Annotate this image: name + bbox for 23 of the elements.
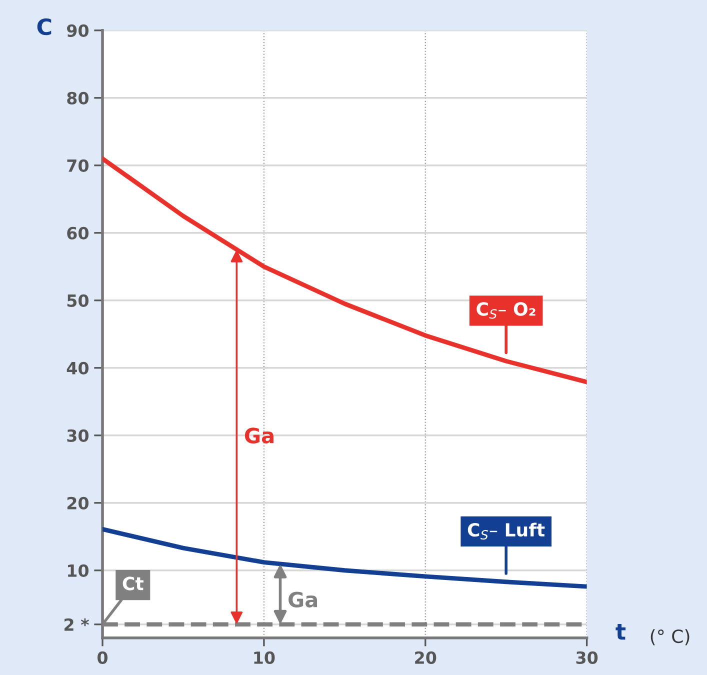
text: C$_{S}$– Luft [468, 522, 545, 540]
y-tick-label: 70 [67, 159, 89, 172]
y-tick-label: 80 [67, 92, 89, 104]
annotation: Ga [244, 428, 274, 444]
x-tick-label: 10 [254, 651, 275, 664]
y-tick-label: 40 [66, 362, 89, 374]
y-tick-label: 20 [67, 496, 89, 510]
y-tick-label: 60 [67, 226, 89, 240]
y-tick-label: 2 * [64, 618, 89, 631]
y-tick-label: 30 [67, 429, 89, 442]
text: (° C) [650, 629, 690, 646]
x-axis-title: t [616, 624, 626, 640]
y-axis-title: C [37, 18, 52, 36]
x-tick-label: 30 [576, 651, 598, 664]
y-tick-label: 90 [66, 24, 89, 37]
y-tick-label: 50 [67, 294, 89, 307]
x-tick-label: 20 [415, 651, 436, 664]
line-series [102, 156, 587, 384]
series-label: C$_{S}$– O₂ [476, 302, 536, 319]
x-tick-label: 0 [98, 651, 108, 664]
ref-line-label: Ct [122, 576, 144, 590]
annotation: Ga [288, 592, 318, 608]
y-tick-label: 10 [68, 564, 89, 577]
